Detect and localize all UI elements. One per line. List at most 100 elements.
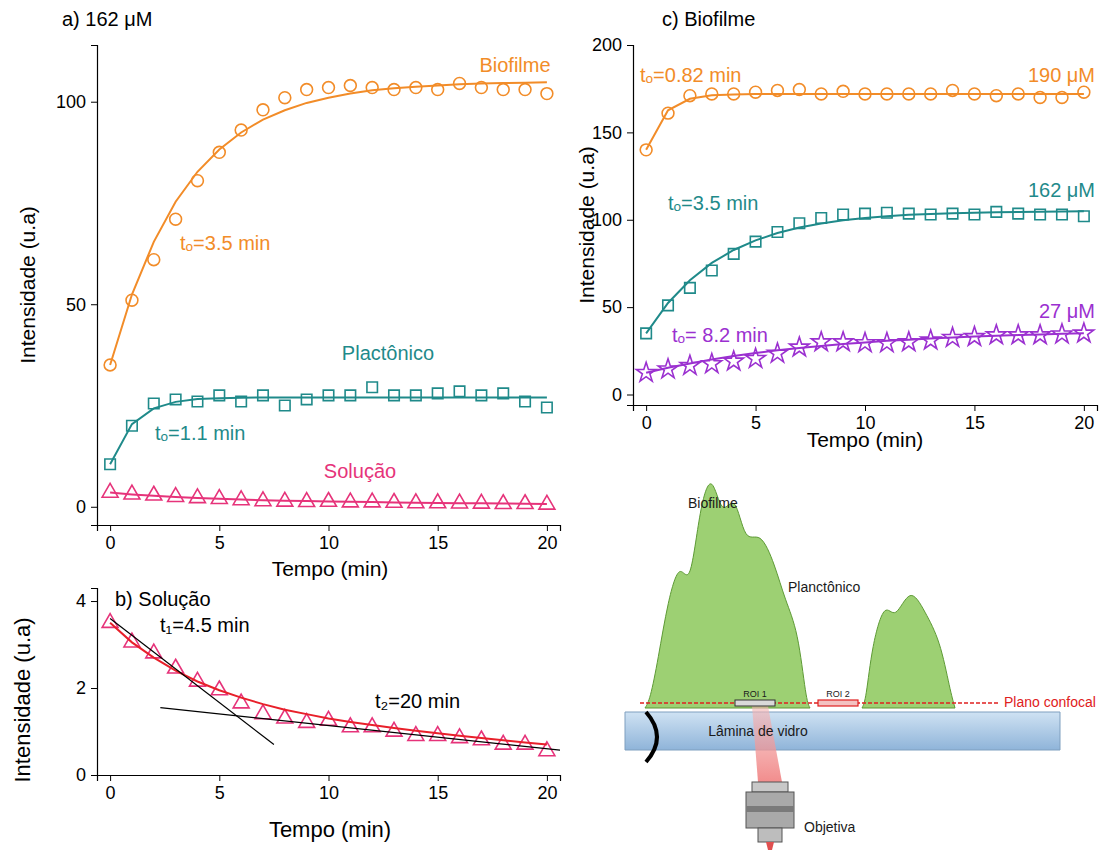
- laser-beam: [752, 706, 782, 782]
- marker: [345, 390, 355, 400]
- biofilm-shape: [645, 484, 810, 708]
- marker: [168, 488, 184, 502]
- diagram-label: Planctônico: [788, 579, 861, 595]
- tick-label: 0: [106, 533, 116, 553]
- tick-label: 2: [76, 678, 86, 698]
- tick: 10: [319, 775, 339, 803]
- tick: 10: [319, 525, 339, 553]
- marker: [280, 400, 290, 410]
- marker: [255, 705, 271, 719]
- tick-mark: [110, 775, 111, 781]
- marker: [454, 386, 464, 396]
- tick-label: 0: [76, 765, 86, 785]
- marker: [724, 351, 744, 370]
- marker: [542, 402, 552, 412]
- x-axis: 05101520: [98, 525, 561, 553]
- marker: [323, 390, 333, 400]
- tick-label: 5: [215, 783, 225, 803]
- tick: 20: [537, 775, 557, 803]
- tick: 5: [215, 775, 225, 803]
- tick-label: 0: [106, 783, 116, 803]
- tick-mark: [219, 525, 220, 531]
- y-axis-title: Intensidade (u.a): [10, 617, 35, 782]
- marker: [497, 84, 509, 96]
- tick-mark: [91, 102, 97, 103]
- marker: [344, 80, 356, 92]
- panel-title: a) 162 μM: [62, 8, 152, 30]
- tick-label: 15: [965, 413, 985, 433]
- annotation: t₁=4.5 min: [160, 614, 250, 636]
- tick-label: 50: [602, 297, 622, 317]
- panel: 05101520024b) SoluçãoTempo (min)Intensid…: [10, 588, 569, 842]
- marker: [364, 493, 380, 507]
- tick: 2: [76, 678, 97, 698]
- marker: [192, 396, 202, 406]
- marker: [541, 88, 553, 100]
- diagram-label: Lâmina de vidro: [708, 723, 808, 739]
- tick: 20: [537, 525, 557, 553]
- marker: [706, 88, 718, 100]
- tick-mark: [627, 395, 633, 396]
- tick-mark: [627, 220, 633, 221]
- fit-line: [110, 493, 547, 504]
- tick: 0: [106, 525, 116, 553]
- marker: [342, 493, 358, 507]
- axis-line: [634, 406, 1098, 412]
- marker: [746, 348, 766, 367]
- series-label: 190 μM: [1028, 64, 1095, 86]
- tick-label: 100: [56, 92, 86, 112]
- annotation: tₒ=3.5 min: [668, 192, 758, 214]
- tick-label: 20: [1074, 413, 1094, 433]
- tick: 0: [642, 405, 652, 433]
- diagram: BiofilmePlanctônicoROI 1ROI 2Plano confo…: [625, 484, 1096, 850]
- fit-line: [110, 618, 274, 744]
- marker: [790, 337, 810, 356]
- marker: [1074, 323, 1094, 342]
- tick: 0: [612, 385, 633, 405]
- tick-label: 10: [319, 783, 339, 803]
- marker: [321, 493, 337, 507]
- tick-mark: [91, 688, 97, 689]
- diagram-label: Plano confocal: [1004, 694, 1096, 710]
- marker: [816, 213, 826, 223]
- marker: [233, 491, 249, 505]
- marker: [277, 492, 293, 506]
- tick-mark: [329, 775, 330, 781]
- tick-mark: [547, 775, 548, 781]
- axis-line: [98, 526, 561, 532]
- x-axis-title: Tempo (min): [272, 557, 389, 580]
- marker: [102, 614, 118, 628]
- marker: [189, 489, 205, 503]
- marker: [367, 382, 377, 392]
- marker: [495, 735, 511, 749]
- tick: 50: [66, 295, 97, 315]
- marker: [1013, 208, 1023, 218]
- marker: [279, 92, 291, 104]
- tick-label: 5: [751, 413, 761, 433]
- tick-label: 150: [592, 123, 622, 143]
- marker: [517, 495, 533, 509]
- tick: 15: [428, 775, 448, 803]
- tick-mark: [91, 601, 97, 602]
- glass-slide: [625, 712, 1060, 750]
- marker: [299, 493, 315, 507]
- tick-mark: [627, 45, 633, 46]
- series-markers: [102, 483, 555, 509]
- objective-beam-out: [766, 842, 774, 850]
- tick-mark: [329, 525, 330, 531]
- tick-label: 50: [66, 295, 86, 315]
- tick-mark: [627, 307, 633, 308]
- marker: [811, 332, 831, 351]
- fit-line: [646, 94, 1084, 150]
- tick-label: 0: [612, 385, 622, 405]
- marker: [768, 343, 788, 362]
- plot-area: [102, 614, 560, 756]
- tick: 20: [1074, 405, 1094, 433]
- axis-line: [627, 46, 634, 406]
- marker: [640, 144, 652, 156]
- tick-mark: [756, 405, 757, 411]
- panel-title: c) Biofilme: [662, 8, 755, 30]
- marker: [519, 84, 531, 96]
- marker: [146, 486, 162, 500]
- objective-top: [752, 782, 788, 792]
